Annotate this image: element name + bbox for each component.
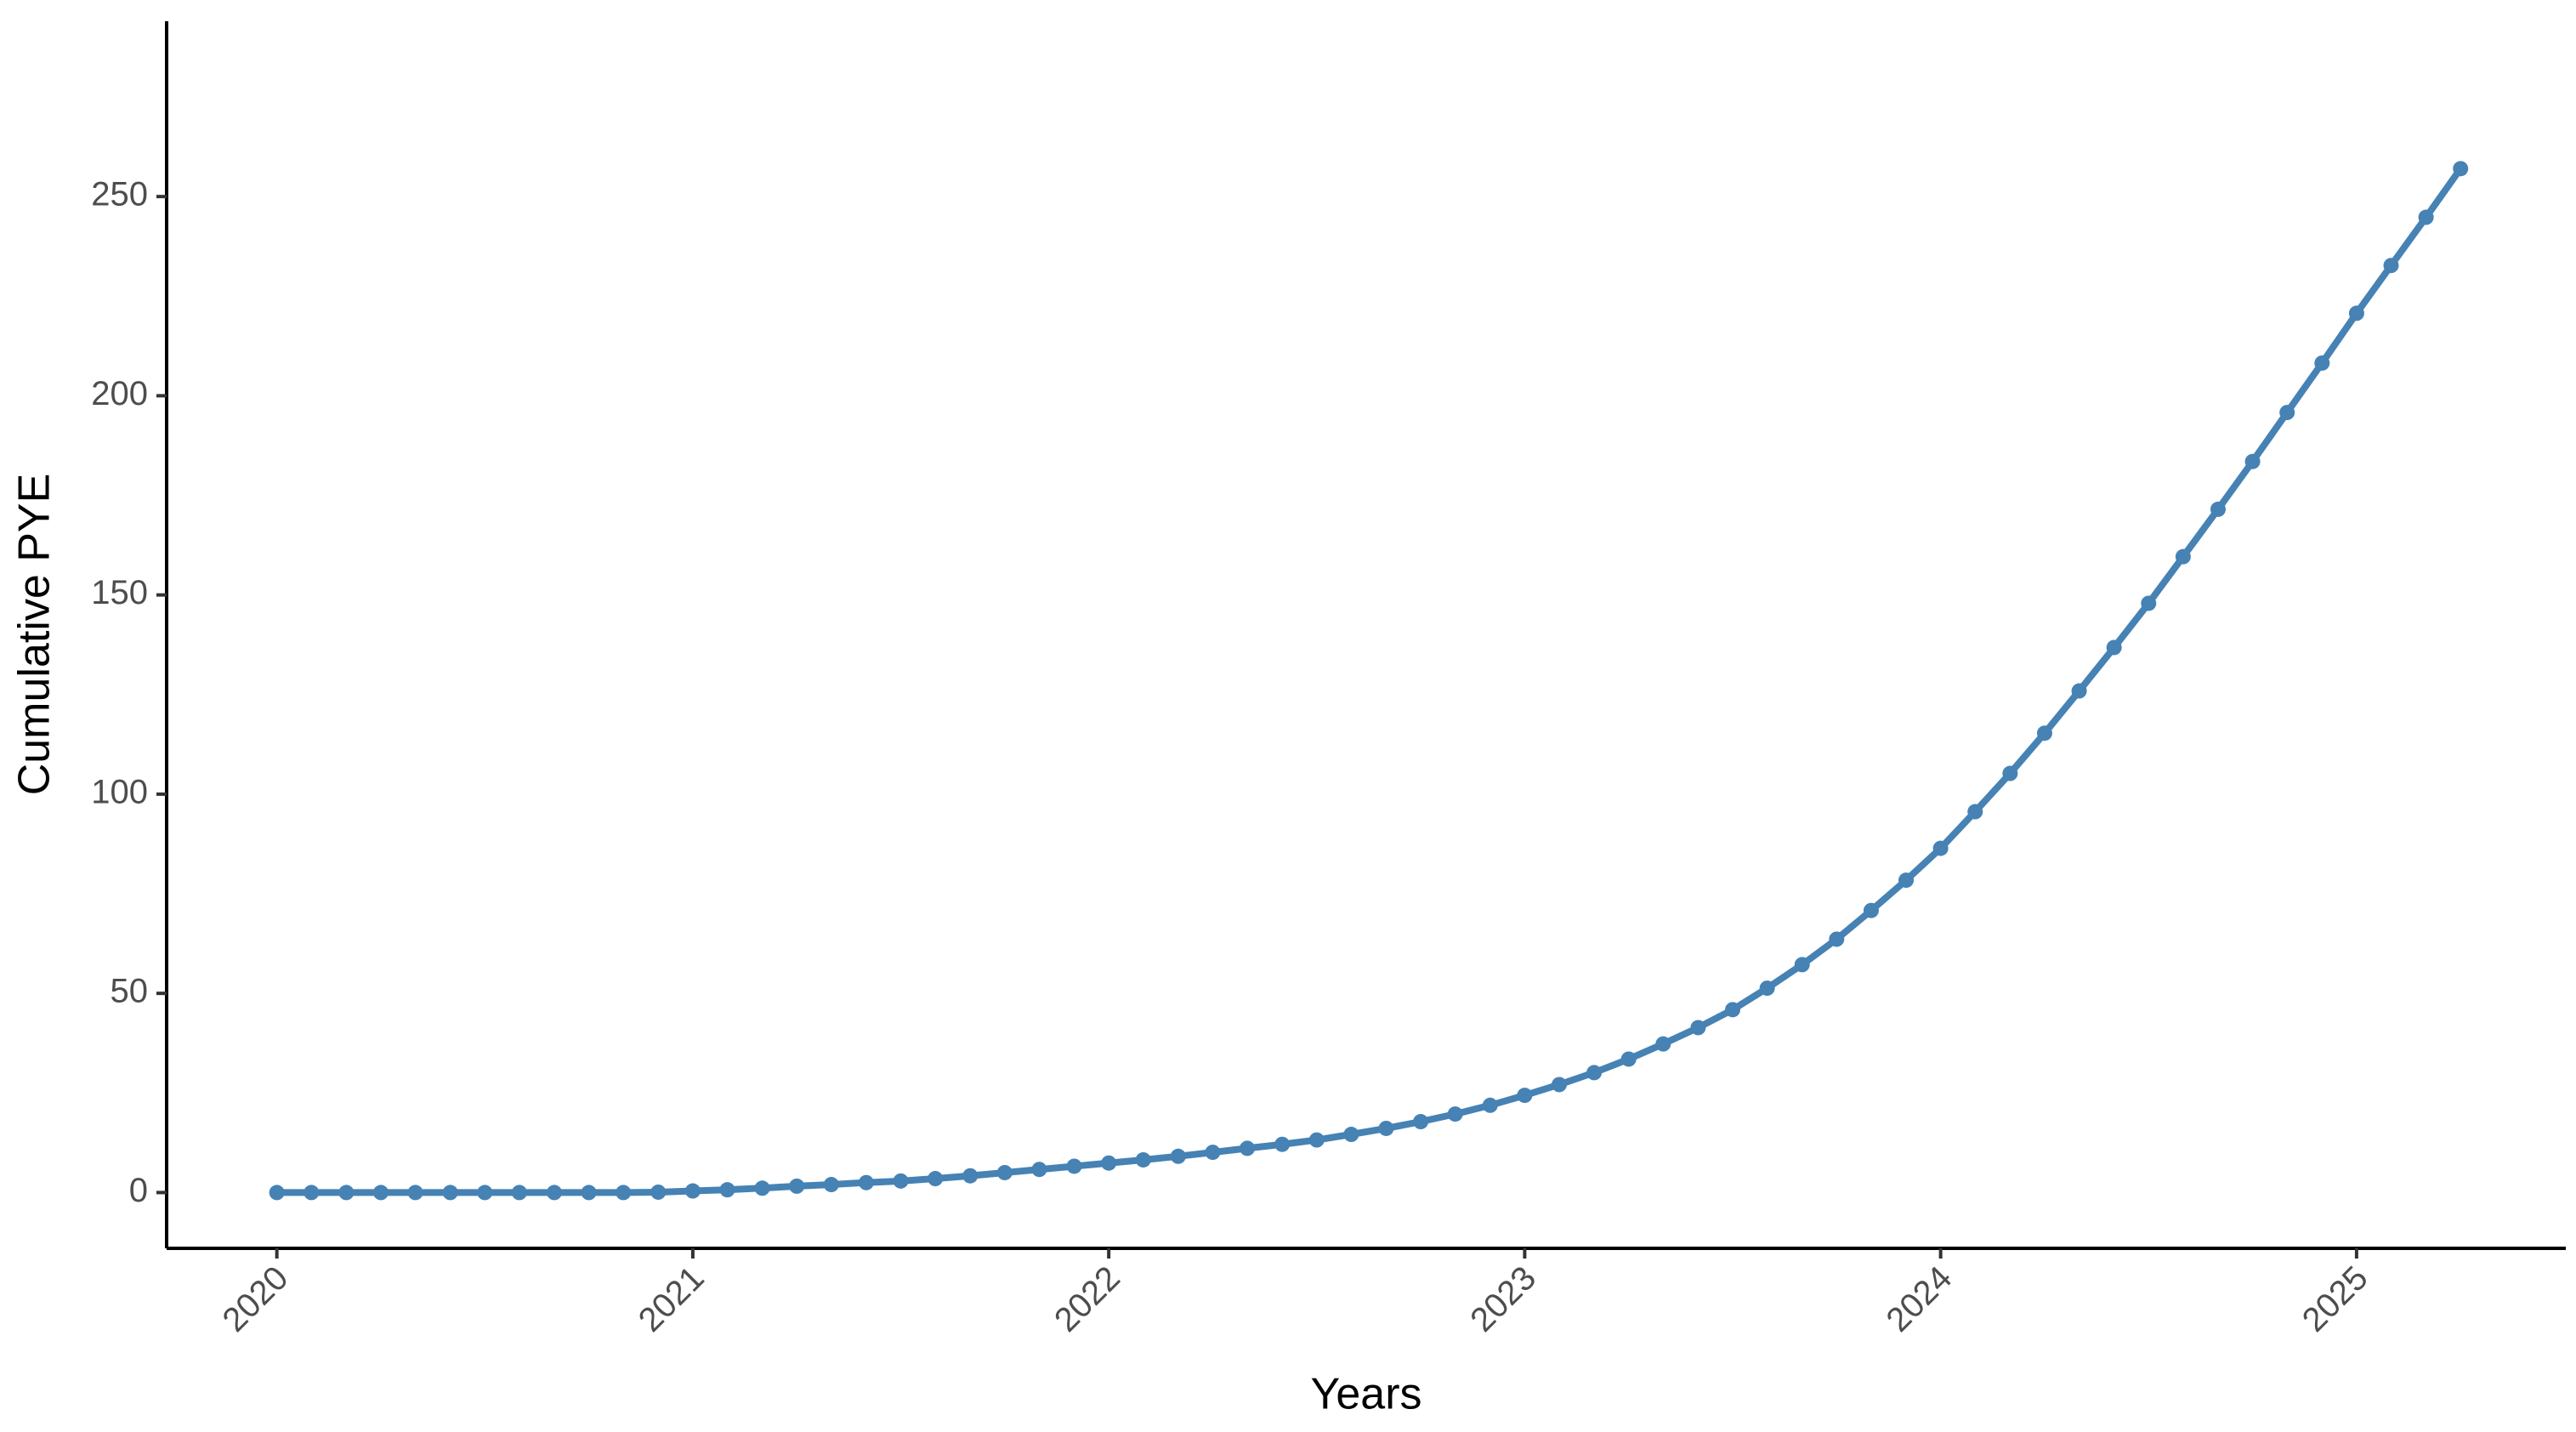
data-point <box>1031 1162 1047 1178</box>
data-point <box>650 1184 667 1200</box>
data-point <box>407 1185 423 1201</box>
data-point <box>1655 1036 1671 1052</box>
data-point <box>511 1185 527 1201</box>
data-point <box>1794 957 1810 973</box>
data-point <box>2175 548 2191 565</box>
data-point <box>1586 1065 1603 1081</box>
x-tick-label: 2024 <box>1879 1259 1959 1339</box>
data-point <box>1308 1132 1325 1148</box>
data-point <box>928 1171 944 1187</box>
x-tick-label: 2022 <box>1047 1259 1127 1339</box>
data-point <box>2036 725 2052 742</box>
data-point <box>1829 931 1845 947</box>
data-point <box>338 1185 355 1201</box>
x-tick-label: 2025 <box>2295 1259 2375 1339</box>
data-point <box>1170 1148 1186 1164</box>
data-point <box>1343 1127 1359 1143</box>
data-point <box>1482 1097 1498 1113</box>
data-point <box>1413 1114 1429 1130</box>
data-point <box>719 1182 735 1198</box>
data-point <box>754 1180 770 1196</box>
data-point <box>2453 161 2469 177</box>
data-point <box>962 1168 979 1184</box>
data-point <box>1932 840 1949 856</box>
data-point <box>304 1185 320 1201</box>
data-point <box>2383 258 2399 274</box>
data-point <box>789 1178 805 1194</box>
data-point <box>477 1185 493 1201</box>
data-point <box>1135 1151 1151 1168</box>
data-point <box>1552 1077 1568 1093</box>
data-point <box>1205 1145 1221 1161</box>
x-tick-label: 2023 <box>1463 1259 1543 1339</box>
data-point <box>442 1185 458 1201</box>
data-point <box>1863 902 1879 918</box>
y-tick-label: 50 <box>111 973 149 1010</box>
data-line <box>276 167 2464 1196</box>
data-point <box>2002 765 2018 781</box>
y-tick-label: 200 <box>91 375 148 412</box>
data-point <box>1967 804 1983 820</box>
data-point <box>546 1185 562 1201</box>
data-point <box>269 1185 285 1201</box>
data-point <box>1517 1088 1533 1104</box>
data-point <box>1274 1136 1291 1152</box>
y-tick-label: 150 <box>91 574 148 611</box>
y-axis-title: Cumulative PYE <box>10 474 60 796</box>
data-point <box>1101 1155 1117 1171</box>
data-point <box>616 1185 632 1201</box>
data-point <box>2071 683 2087 699</box>
data-point <box>2418 209 2434 225</box>
data-point <box>372 1185 389 1201</box>
data-point <box>996 1164 1013 1180</box>
data-point <box>684 1183 701 1199</box>
data-point <box>858 1174 874 1190</box>
y-tick-label: 100 <box>91 773 148 810</box>
data-point <box>1620 1051 1637 1067</box>
x-tick-label: 2020 <box>215 1259 295 1339</box>
data-point <box>1447 1106 1463 1122</box>
data-point <box>1759 980 1775 997</box>
data-point <box>2141 595 2157 611</box>
y-tick-label: 250 <box>91 176 148 213</box>
data-point <box>2279 405 2295 421</box>
data-point <box>2106 639 2122 656</box>
data-point <box>893 1173 909 1189</box>
data-point <box>1240 1140 1256 1156</box>
data-point <box>1898 872 1915 889</box>
data-point <box>2210 501 2226 517</box>
data-point <box>1725 1002 1741 1018</box>
data-point <box>2244 453 2261 469</box>
y-tick-label: 0 <box>129 1172 148 1209</box>
data-point <box>1066 1158 1082 1174</box>
data-point <box>823 1177 839 1193</box>
data-point <box>1690 1020 1706 1036</box>
x-tick-label: 2021 <box>632 1259 712 1339</box>
x-axis-title: Years <box>1310 1370 1421 1419</box>
data-point <box>1378 1120 1394 1136</box>
data-point <box>581 1185 597 1201</box>
data-point <box>2314 355 2330 371</box>
data-point <box>2348 305 2364 321</box>
